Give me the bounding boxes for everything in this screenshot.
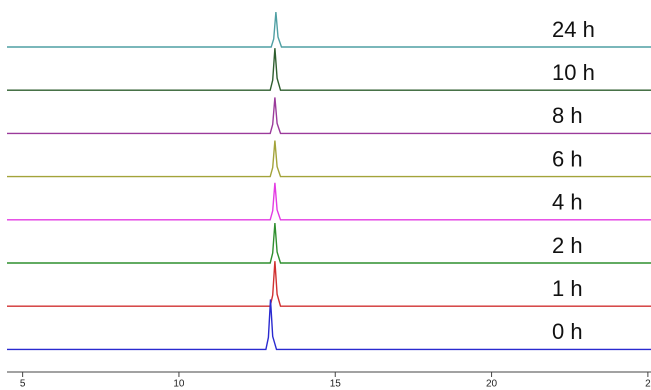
trace-label: 2 h [552, 233, 583, 258]
trace-label: 1 h [552, 276, 583, 301]
x-tick-label: 10 [173, 379, 185, 390]
trace [7, 11, 651, 48]
trace-label: 4 h [552, 190, 583, 215]
x-tick-label: 15 [330, 379, 342, 390]
trace-label: 6 h [552, 146, 583, 171]
trace-label: 24 h [552, 17, 595, 42]
trace [7, 299, 651, 351]
trace [7, 140, 651, 178]
trace-label: 0 h [552, 319, 583, 344]
x-tick-label: 2 [645, 379, 651, 390]
trace-label: 10 h [552, 60, 595, 85]
x-tick-label: 5 [20, 379, 26, 390]
x-tick-label: 20 [486, 379, 498, 390]
trace-label: 8 h [552, 103, 583, 128]
trace [7, 48, 651, 91]
trace [7, 182, 651, 221]
trace [7, 97, 651, 135]
trace [7, 222, 651, 264]
